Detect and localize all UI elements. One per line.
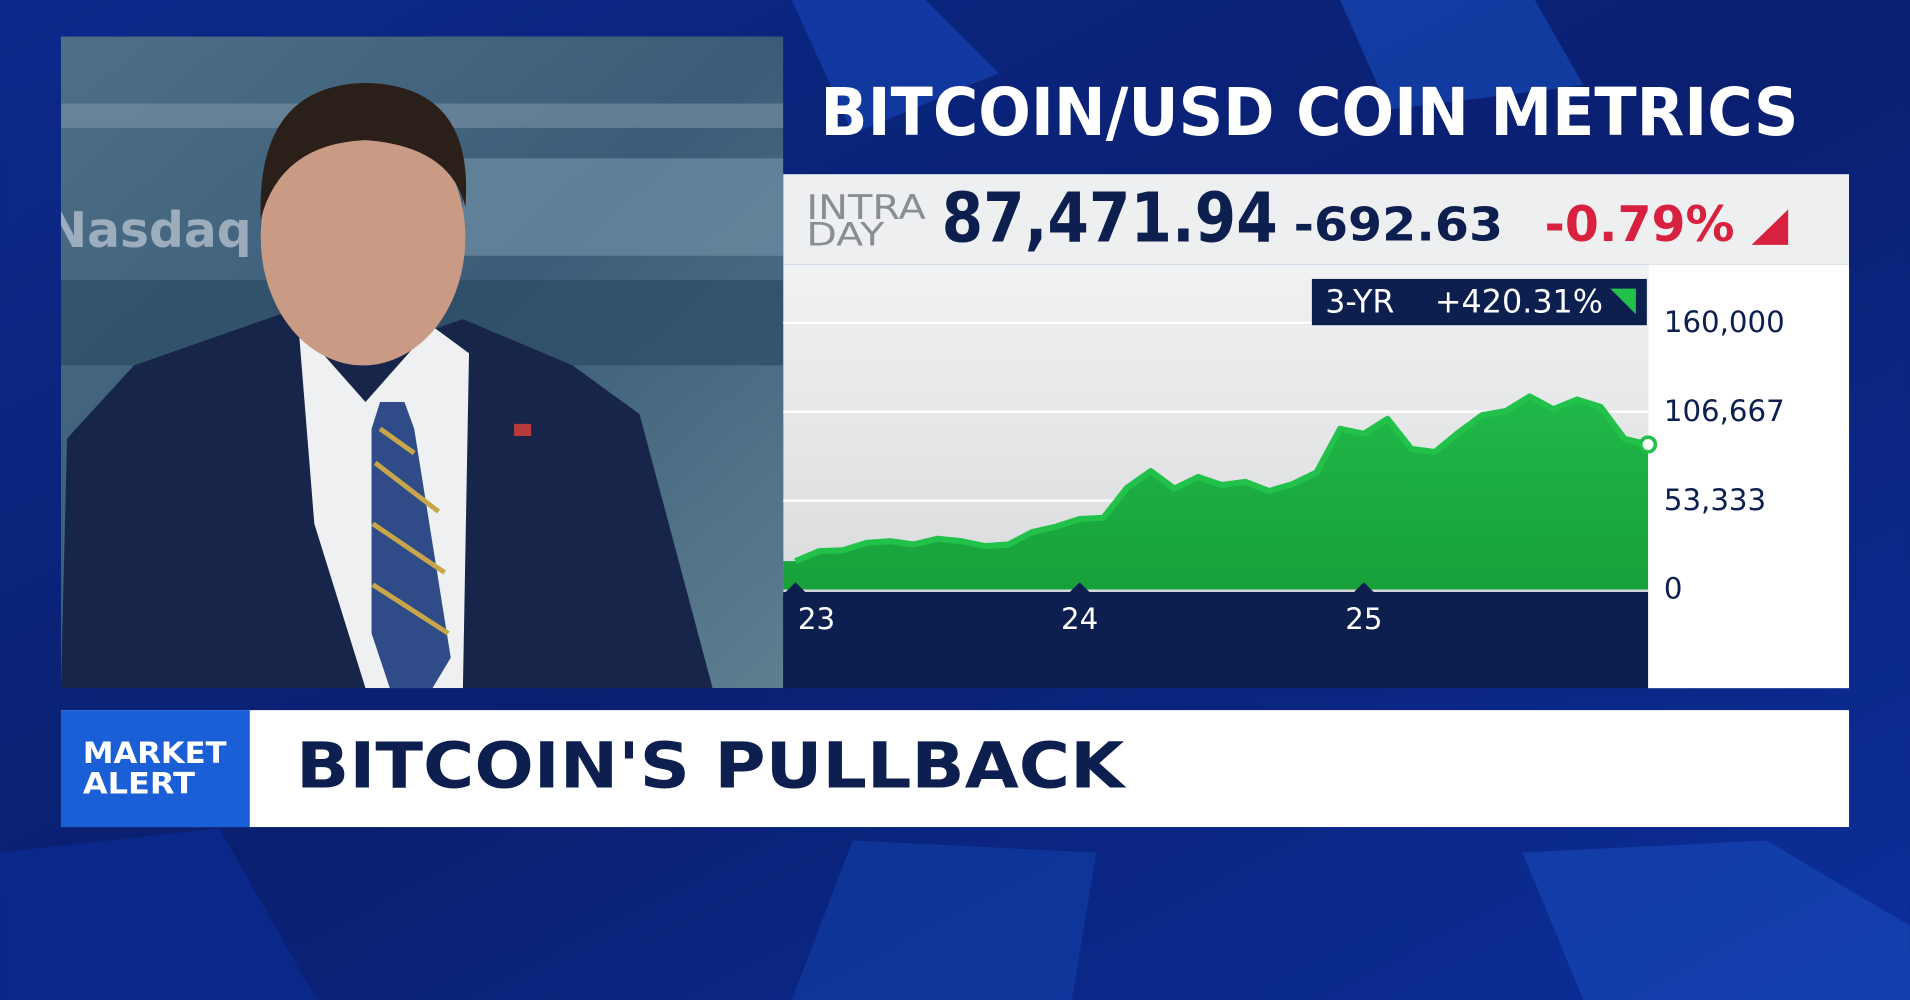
bg-cube <box>0 828 317 1000</box>
flag-pin <box>514 423 532 437</box>
period-box <box>1311 278 1647 326</box>
period-change: +420.31% <box>1435 284 1603 320</box>
quote-bar <box>783 174 1850 265</box>
video-panel: Nasdaq <box>46 36 784 689</box>
x-tick-mark <box>783 582 808 595</box>
x-tick-mark <box>1351 582 1377 595</box>
y-tick-label: 0 <box>1664 572 1683 606</box>
quote-price: 87,471.94 <box>942 179 1278 258</box>
bg-cube <box>1339 0 1584 110</box>
x-tick-label: 23 <box>798 602 835 636</box>
x-axis-band <box>783 591 1649 689</box>
y-tick-label: 53,333 <box>1664 483 1766 517</box>
x-tick-label: 24 <box>1061 602 1098 636</box>
quote-label: INTRA <box>806 188 926 228</box>
chart-title: BITCOIN/USD COIN METRICS <box>820 74 1798 151</box>
banner-headline: BITCOIN'S PULLBACK <box>296 728 1126 802</box>
hair <box>260 82 467 220</box>
banner <box>60 710 1850 828</box>
banner-tag-text: MARKET <box>83 736 227 770</box>
x-tick-label: 25 <box>1345 602 1382 636</box>
y-tick-label: 106,667 <box>1664 394 1785 428</box>
line <box>794 393 1649 564</box>
quote-change: -692.63 <box>1294 197 1504 251</box>
tie-stripes <box>371 426 450 636</box>
period-indicator <box>1610 288 1636 315</box>
chart: 0 53,333 106,667 160,000 23 24 25 <box>783 305 1785 636</box>
y-axis-panel <box>1648 264 1850 689</box>
quote-change-pct: -0.79% <box>1545 197 1735 253</box>
head <box>260 109 466 366</box>
banner-tag-text: ALERT <box>83 767 195 801</box>
end-point <box>1638 435 1658 454</box>
bg-cube <box>1522 840 1910 1000</box>
video-screen <box>462 158 784 256</box>
y-tick-label: 160,000 <box>1664 305 1785 339</box>
x-tick-mark <box>1067 582 1092 595</box>
bg-cube <box>791 840 1097 1000</box>
video-sign: Nasdaq <box>46 203 251 259</box>
banner-tag <box>60 710 250 828</box>
quote-label: DAY <box>806 217 885 253</box>
bg-cube <box>791 0 999 134</box>
area <box>783 396 1649 590</box>
period-label: 3-YR <box>1325 284 1394 320</box>
